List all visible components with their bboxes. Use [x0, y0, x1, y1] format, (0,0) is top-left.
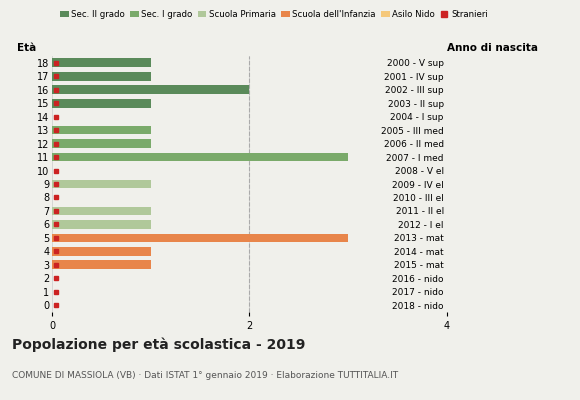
Text: COMUNE DI MASSIOLA (VB) · Dati ISTAT 1° gennaio 2019 · Elaborazione TUTTITALIA.I: COMUNE DI MASSIOLA (VB) · Dati ISTAT 1° … — [12, 371, 398, 380]
Bar — [52, 126, 151, 134]
Bar — [52, 234, 348, 242]
Bar — [52, 85, 249, 94]
Text: Popolazione per età scolastica - 2019: Popolazione per età scolastica - 2019 — [12, 338, 305, 352]
Bar — [52, 139, 151, 148]
Bar — [52, 206, 151, 215]
Bar — [52, 72, 151, 80]
Bar — [52, 220, 151, 229]
Bar — [52, 247, 151, 256]
Bar — [52, 99, 151, 108]
Bar — [52, 260, 151, 269]
Bar — [52, 153, 348, 162]
Text: Anno di nascita: Anno di nascita — [447, 44, 538, 54]
Legend: Sec. II grado, Sec. I grado, Scuola Primaria, Scuola dell'Infanzia, Asilo Nido, : Sec. II grado, Sec. I grado, Scuola Prim… — [56, 6, 491, 22]
Text: Età: Età — [17, 44, 36, 54]
Bar — [52, 58, 151, 67]
Bar — [52, 180, 151, 188]
